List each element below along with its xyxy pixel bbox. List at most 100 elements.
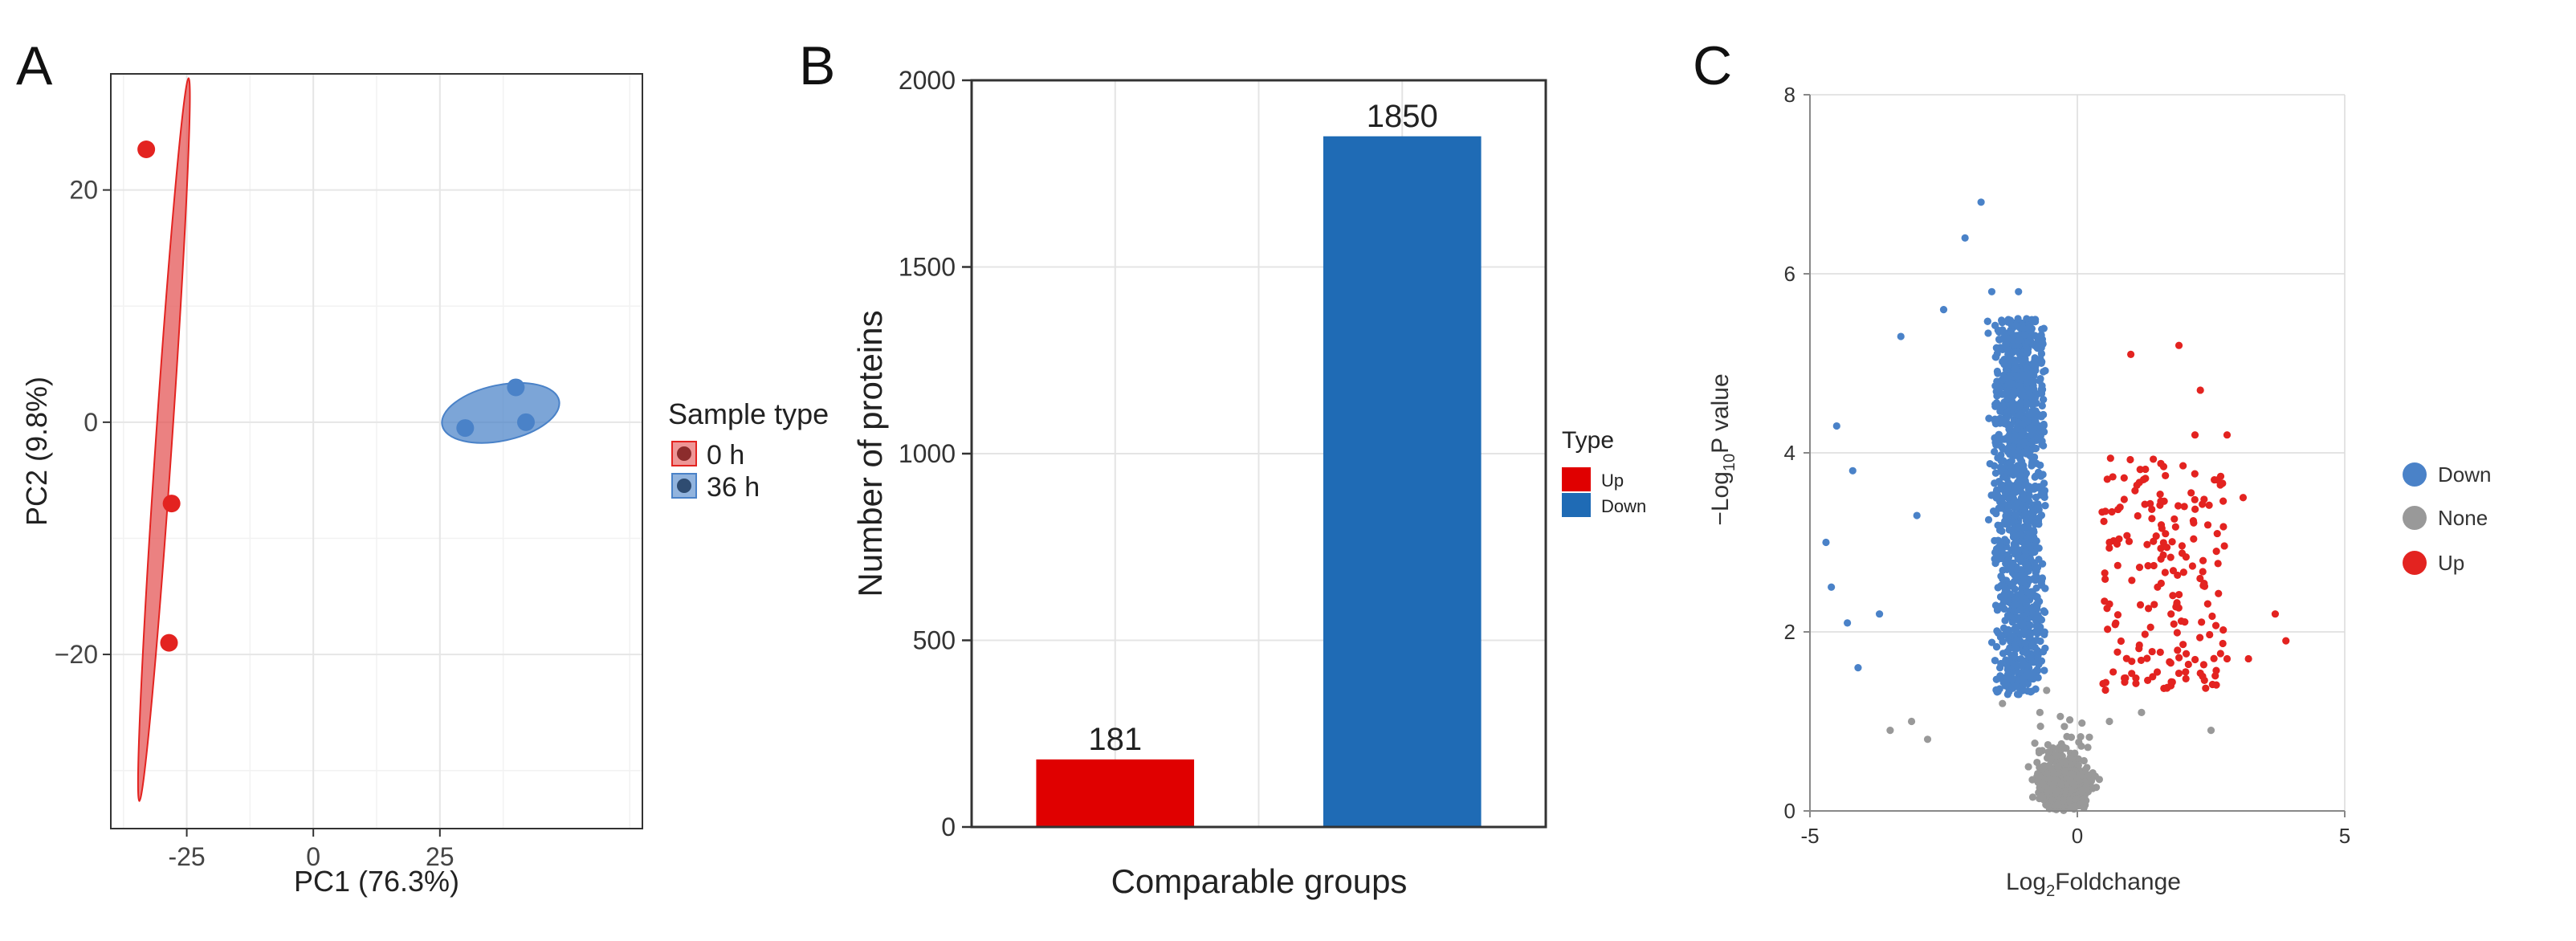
volcano-x-tick-label: -5 bbox=[1800, 824, 1819, 848]
volcano-point-up bbox=[2179, 568, 2187, 576]
volcano-point-up bbox=[2170, 620, 2178, 628]
bar-y-axis-label: Number of proteins bbox=[851, 310, 889, 597]
volcano-point-down bbox=[2038, 441, 2046, 449]
volcano-point-up bbox=[2101, 575, 2109, 584]
bar-data-label-up: 181 bbox=[1088, 722, 1142, 757]
volcano-point-up bbox=[2169, 567, 2178, 575]
volcano-point-up bbox=[2117, 637, 2126, 646]
volcano-point-none bbox=[2038, 792, 2047, 800]
volcano-point-up bbox=[2132, 679, 2140, 687]
volcano-point-up bbox=[2244, 654, 2252, 663]
volcano-point-down bbox=[2008, 380, 2016, 388]
volcano-point-up bbox=[2196, 633, 2204, 642]
volcano-point-down bbox=[2024, 515, 2033, 523]
volcano-point-none bbox=[2078, 788, 2086, 796]
volcano-point-up bbox=[2109, 668, 2117, 676]
volcano-point-down bbox=[1987, 638, 1996, 646]
volcano-point-down bbox=[2002, 591, 2010, 599]
volcano-point-up bbox=[2190, 535, 2198, 543]
volcano-point-down bbox=[2032, 685, 2040, 693]
volcano-point-up bbox=[2173, 629, 2181, 637]
pca-y-tick-label: 0 bbox=[84, 408, 98, 437]
volcano-point-up bbox=[2170, 515, 2179, 523]
volcano-point-up bbox=[2136, 601, 2145, 609]
volcano-point-down bbox=[2029, 527, 2037, 535]
volcano-point-up bbox=[2113, 648, 2122, 656]
bar-y-tick-label: 2000 bbox=[899, 66, 956, 95]
volcano-point-down bbox=[2024, 567, 2032, 575]
pca-x-tick-label: -25 bbox=[168, 842, 205, 871]
volcano-point-up bbox=[2144, 562, 2152, 570]
volcano-point-down bbox=[2035, 660, 2043, 668]
volcano-point-down bbox=[1985, 414, 1993, 422]
volcano-point-down bbox=[2011, 466, 2020, 475]
volcano-point-down bbox=[2037, 359, 2045, 367]
volcano-point-down bbox=[2040, 479, 2048, 487]
volcano-point-down bbox=[2040, 607, 2048, 615]
bar-legend: Type Up Down bbox=[1562, 427, 1646, 517]
volcano-point-up bbox=[2223, 654, 2232, 663]
bar-y-tick-label: 500 bbox=[913, 626, 956, 655]
volcano-point-none bbox=[1907, 717, 1916, 726]
volcano-point-down bbox=[1994, 629, 2003, 638]
volcano-point-down bbox=[1994, 369, 2002, 377]
volcano-point-down bbox=[2031, 413, 2039, 421]
volcano-point-up bbox=[2115, 535, 2123, 543]
pca-legend-dot-0h bbox=[677, 446, 691, 461]
pca-point-0h-3 bbox=[160, 633, 178, 652]
volcano-point-none bbox=[2054, 800, 2062, 809]
volcano-point-down bbox=[1984, 329, 1992, 337]
pca-x-ticks: -25 0 25 bbox=[168, 829, 454, 871]
volcano-point-down bbox=[2013, 372, 2021, 381]
panel-c-letter: C bbox=[1693, 35, 1732, 96]
volcano-point-none bbox=[2036, 723, 2044, 731]
volcano-point-down bbox=[2004, 479, 2012, 487]
volcano-point-down bbox=[1822, 538, 1830, 547]
volcano-point-up bbox=[2212, 681, 2220, 689]
volcano-point-down bbox=[1991, 548, 1999, 556]
volcano-point-down bbox=[2011, 640, 2019, 648]
volcano-point-down bbox=[2005, 458, 2013, 466]
volcano-point-down bbox=[2011, 432, 2019, 440]
pca-legend-label-0h: 0 h bbox=[707, 440, 744, 470]
pca-points bbox=[137, 141, 535, 652]
volcano-point-down bbox=[2012, 572, 2020, 580]
bar-y-ticks: 0 500 1000 1500 2000 bbox=[899, 66, 972, 841]
volcano-point-down bbox=[2018, 593, 2026, 601]
volcano-point-up bbox=[2156, 648, 2164, 656]
volcano-point-up bbox=[2108, 507, 2116, 516]
volcano-point-down bbox=[2001, 617, 2009, 625]
volcano-point-up bbox=[2198, 618, 2206, 626]
volcano-point-up bbox=[2191, 470, 2199, 478]
volcano-point-up bbox=[2101, 678, 2109, 686]
volcano-point-up bbox=[2271, 610, 2280, 618]
volcano-point-up bbox=[2116, 503, 2124, 511]
volcano-point-up bbox=[2141, 630, 2149, 638]
volcano-point-none bbox=[2036, 708, 2044, 716]
volcano-point-up bbox=[2128, 576, 2136, 585]
volcano-point-up bbox=[2182, 674, 2190, 682]
volcano-point-up bbox=[2202, 684, 2210, 692]
volcano-point-down bbox=[1984, 515, 1993, 523]
volcano-point-down bbox=[2029, 670, 2037, 678]
panel-b-letter: B bbox=[799, 35, 835, 96]
volcano-point-down bbox=[2026, 633, 2034, 641]
pca-legend-label-36h: 36 h bbox=[707, 472, 760, 503]
volcano-point-down bbox=[2032, 493, 2040, 502]
volcano-point-down bbox=[2016, 531, 2025, 539]
volcano-point-none bbox=[2031, 739, 2039, 748]
volcano-point-down bbox=[2021, 447, 2029, 455]
volcano-point-down bbox=[2024, 336, 2033, 345]
volcano-point-up bbox=[2148, 647, 2156, 656]
bar-legend-key-up bbox=[1562, 467, 1591, 491]
volcano-point-down bbox=[1987, 491, 1995, 499]
volcano-point-up bbox=[2105, 544, 2113, 552]
volcano-point-down bbox=[1993, 433, 2001, 441]
volcano-point-up bbox=[2215, 589, 2223, 597]
volcano-point-down bbox=[2021, 355, 2029, 363]
volcano-point-up bbox=[2214, 476, 2222, 484]
volcano-point-none bbox=[2059, 743, 2068, 752]
volcano-point-up bbox=[2208, 612, 2216, 621]
volcano-point-down bbox=[2009, 404, 2017, 412]
volcano-point-none bbox=[2052, 752, 2060, 760]
